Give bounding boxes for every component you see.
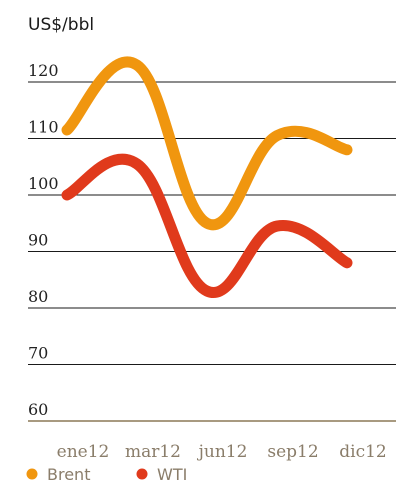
legend-marker-wti [136,468,148,480]
x-tick-label-mar12: mar12 [125,442,181,462]
y-tick-label-110: 110 [28,118,59,137]
x-tick-label-sep12: sep12 [267,442,318,462]
series-lines [61,56,353,298]
legend-label-wti: WTI [157,465,187,484]
legend-marker-brent [26,468,38,480]
y-tick-label-100: 100 [28,174,59,193]
y-tick-label-60: 60 [28,400,48,419]
y-tick-label-80: 80 [28,287,48,306]
series-line-brent [61,56,353,231]
x-tick-label-dic12: dic12 [339,442,386,462]
legend: Brent WTI [26,465,187,484]
x-tick-label-jun12: jun12 [197,442,248,462]
x-axis-ticks: ene12 mar12 jun12 sep12 dic12 [57,442,387,462]
unit-label: US$/bbl [28,15,94,35]
x-tick-label-ene12: ene12 [57,442,110,462]
legend-label-brent: Brent [47,465,90,484]
gridlines [28,81,396,365]
y-tick-label-120: 120 [28,61,59,80]
y-tick-label-70: 70 [28,344,48,363]
y-axis-ticks: 120 110 100 90 80 70 60 [28,61,59,419]
series-line-wti [61,153,353,298]
y-tick-label-90: 90 [28,231,48,250]
